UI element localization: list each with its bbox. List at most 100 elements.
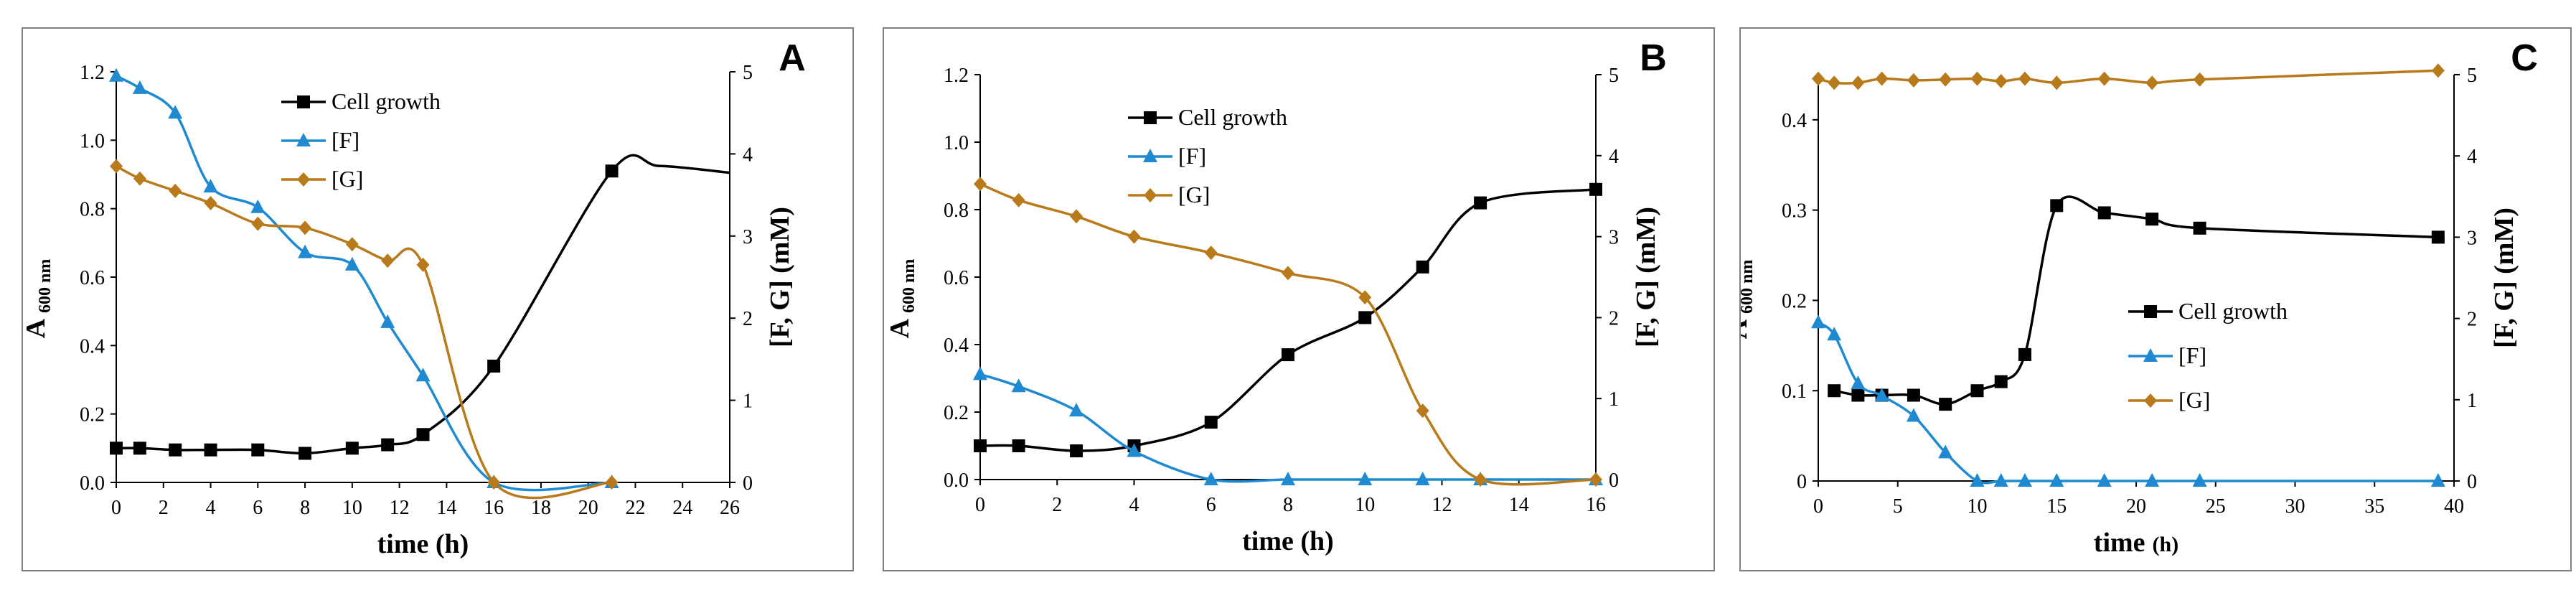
data-point (1970, 71, 1984, 86)
data-point (1827, 327, 1842, 341)
y-axis-title: A 600 nm (885, 259, 918, 339)
x-tick-label: 25 (2206, 495, 2226, 518)
y-tick-label: 0.4 (1782, 110, 1807, 132)
data-point (250, 199, 265, 213)
x-tick-label: 10 (342, 497, 362, 519)
data-point (1907, 388, 1920, 402)
data-point (1282, 266, 1294, 281)
legend-label: [F] (332, 127, 359, 153)
legend: Cell growth [F] [G] (281, 88, 441, 192)
y2-axis-title: [F, G] (mM) (1631, 207, 1661, 347)
x-tick-label: 40 (2444, 495, 2464, 518)
x-tick-label: 5 (1893, 495, 1903, 518)
data-point (1281, 472, 1295, 485)
data-point (1358, 472, 1373, 485)
legend: Cell growth [F] [G] (2128, 298, 2288, 413)
x-tick-label: 6 (253, 497, 263, 519)
y-tick-label: 0.8 (80, 199, 105, 221)
legend-label: Cell growth (2178, 298, 2288, 324)
series-line (979, 182, 1597, 486)
data-point (381, 438, 395, 452)
data-point (1204, 246, 1218, 261)
x-tick-label: 10 (1355, 494, 1375, 516)
y2-tick-label: 5 (743, 62, 753, 84)
data-point (1811, 314, 1825, 329)
legend-marker (297, 172, 310, 187)
y2-tick-label: 2 (743, 308, 753, 330)
x-tick-label: 4 (1129, 494, 1139, 516)
x-tick-label: 0 (975, 494, 985, 516)
y-tick-label: 0.6 (80, 267, 105, 289)
data-point (1203, 472, 1218, 485)
data-point (110, 442, 123, 455)
x-axis-unit: (h) (2153, 533, 2179, 556)
y-tick-label: 0.8 (944, 200, 969, 222)
data-point (1415, 472, 1430, 485)
data-point (345, 237, 359, 252)
y-tick-label: 0.2 (1782, 290, 1807, 312)
data-point (298, 244, 313, 258)
y2-tick-label: 5 (2467, 65, 2477, 87)
x-tick-label: 16 (484, 497, 504, 519)
chart-a: 0 2 4 6 8 10 12 14 16 18 20 22 24 260.00.20.40.60.81.… (23, 37, 806, 559)
legend-label: Cell growth (1178, 104, 1287, 130)
y2-tick-label: 0 (1609, 469, 1619, 492)
data-point (2192, 473, 2207, 487)
panel-b: 0 2 4 6 8 10 12 14 16 0.0 0.2 0.4 0.6 0.8 1.0 1.2 0 1 2 3 4 5… (883, 27, 1715, 571)
data-point (1282, 348, 1294, 362)
data-point (2017, 473, 2032, 487)
legend-label: [G] (2178, 387, 2210, 413)
data-point (2193, 72, 2206, 87)
x-tick-label: 2 (1052, 494, 1062, 516)
data-point (1589, 472, 1602, 487)
data-point (2193, 221, 2206, 235)
y-tick-label: 0.3 (1782, 200, 1807, 223)
y-tick-label: 0 (1797, 471, 1807, 493)
y2-tick-label: 2 (2467, 309, 2477, 331)
series-line (979, 373, 1596, 483)
y-axis-title-main: A (885, 318, 915, 338)
y2-tick-label: 4 (1609, 146, 1619, 168)
data-point (2050, 75, 2064, 90)
y-tick-label: 0.0 (80, 472, 105, 495)
y-tick-label: 0.2 (944, 402, 969, 424)
y-axis-title: A 600 nm (1741, 260, 1757, 340)
data-point (1204, 416, 1218, 429)
data-point (204, 443, 217, 457)
x-tick-label: 6 (1206, 494, 1216, 516)
data-point (416, 257, 430, 272)
data-point (251, 216, 265, 231)
data-point (380, 314, 395, 328)
data-point (1875, 71, 1889, 86)
data-point (605, 164, 619, 178)
y-axis-title-main: A (1741, 319, 1753, 339)
data-point (1874, 388, 1889, 402)
panel-letter: A (779, 37, 806, 79)
data-point (2145, 212, 2159, 226)
data-point (487, 359, 501, 373)
data-point (1970, 384, 1984, 398)
series-2 (110, 159, 619, 500)
series-2 (1812, 63, 2445, 90)
data-point (1939, 72, 1952, 87)
data-point (2431, 230, 2445, 244)
x-tick-label: 14 (436, 497, 456, 519)
x-tick-label: 20 (2126, 495, 2146, 518)
data-point (1812, 71, 1825, 86)
y2-axis-title: [F, G] (mM) (765, 207, 795, 347)
x-tick-label: 12 (1432, 494, 1452, 516)
series-0 (110, 154, 730, 460)
data-point (1906, 408, 1921, 422)
data-point (1358, 290, 1372, 305)
x-tick-label: 24 (672, 497, 692, 519)
data-point (2430, 473, 2445, 487)
series-line (116, 75, 612, 492)
data-point (2097, 71, 2111, 86)
x-tick-label: 0 (1813, 495, 1823, 518)
x-tick-label: 8 (300, 497, 310, 519)
chart-c: 0 5 10 15 20 25 30 35 4000.10.20.30.4012345time(… (1741, 37, 2538, 558)
legend-marker (2143, 348, 2158, 362)
data-point (133, 442, 146, 455)
data-point (344, 256, 359, 271)
x-axis-title: time (h) (1242, 526, 1334, 556)
